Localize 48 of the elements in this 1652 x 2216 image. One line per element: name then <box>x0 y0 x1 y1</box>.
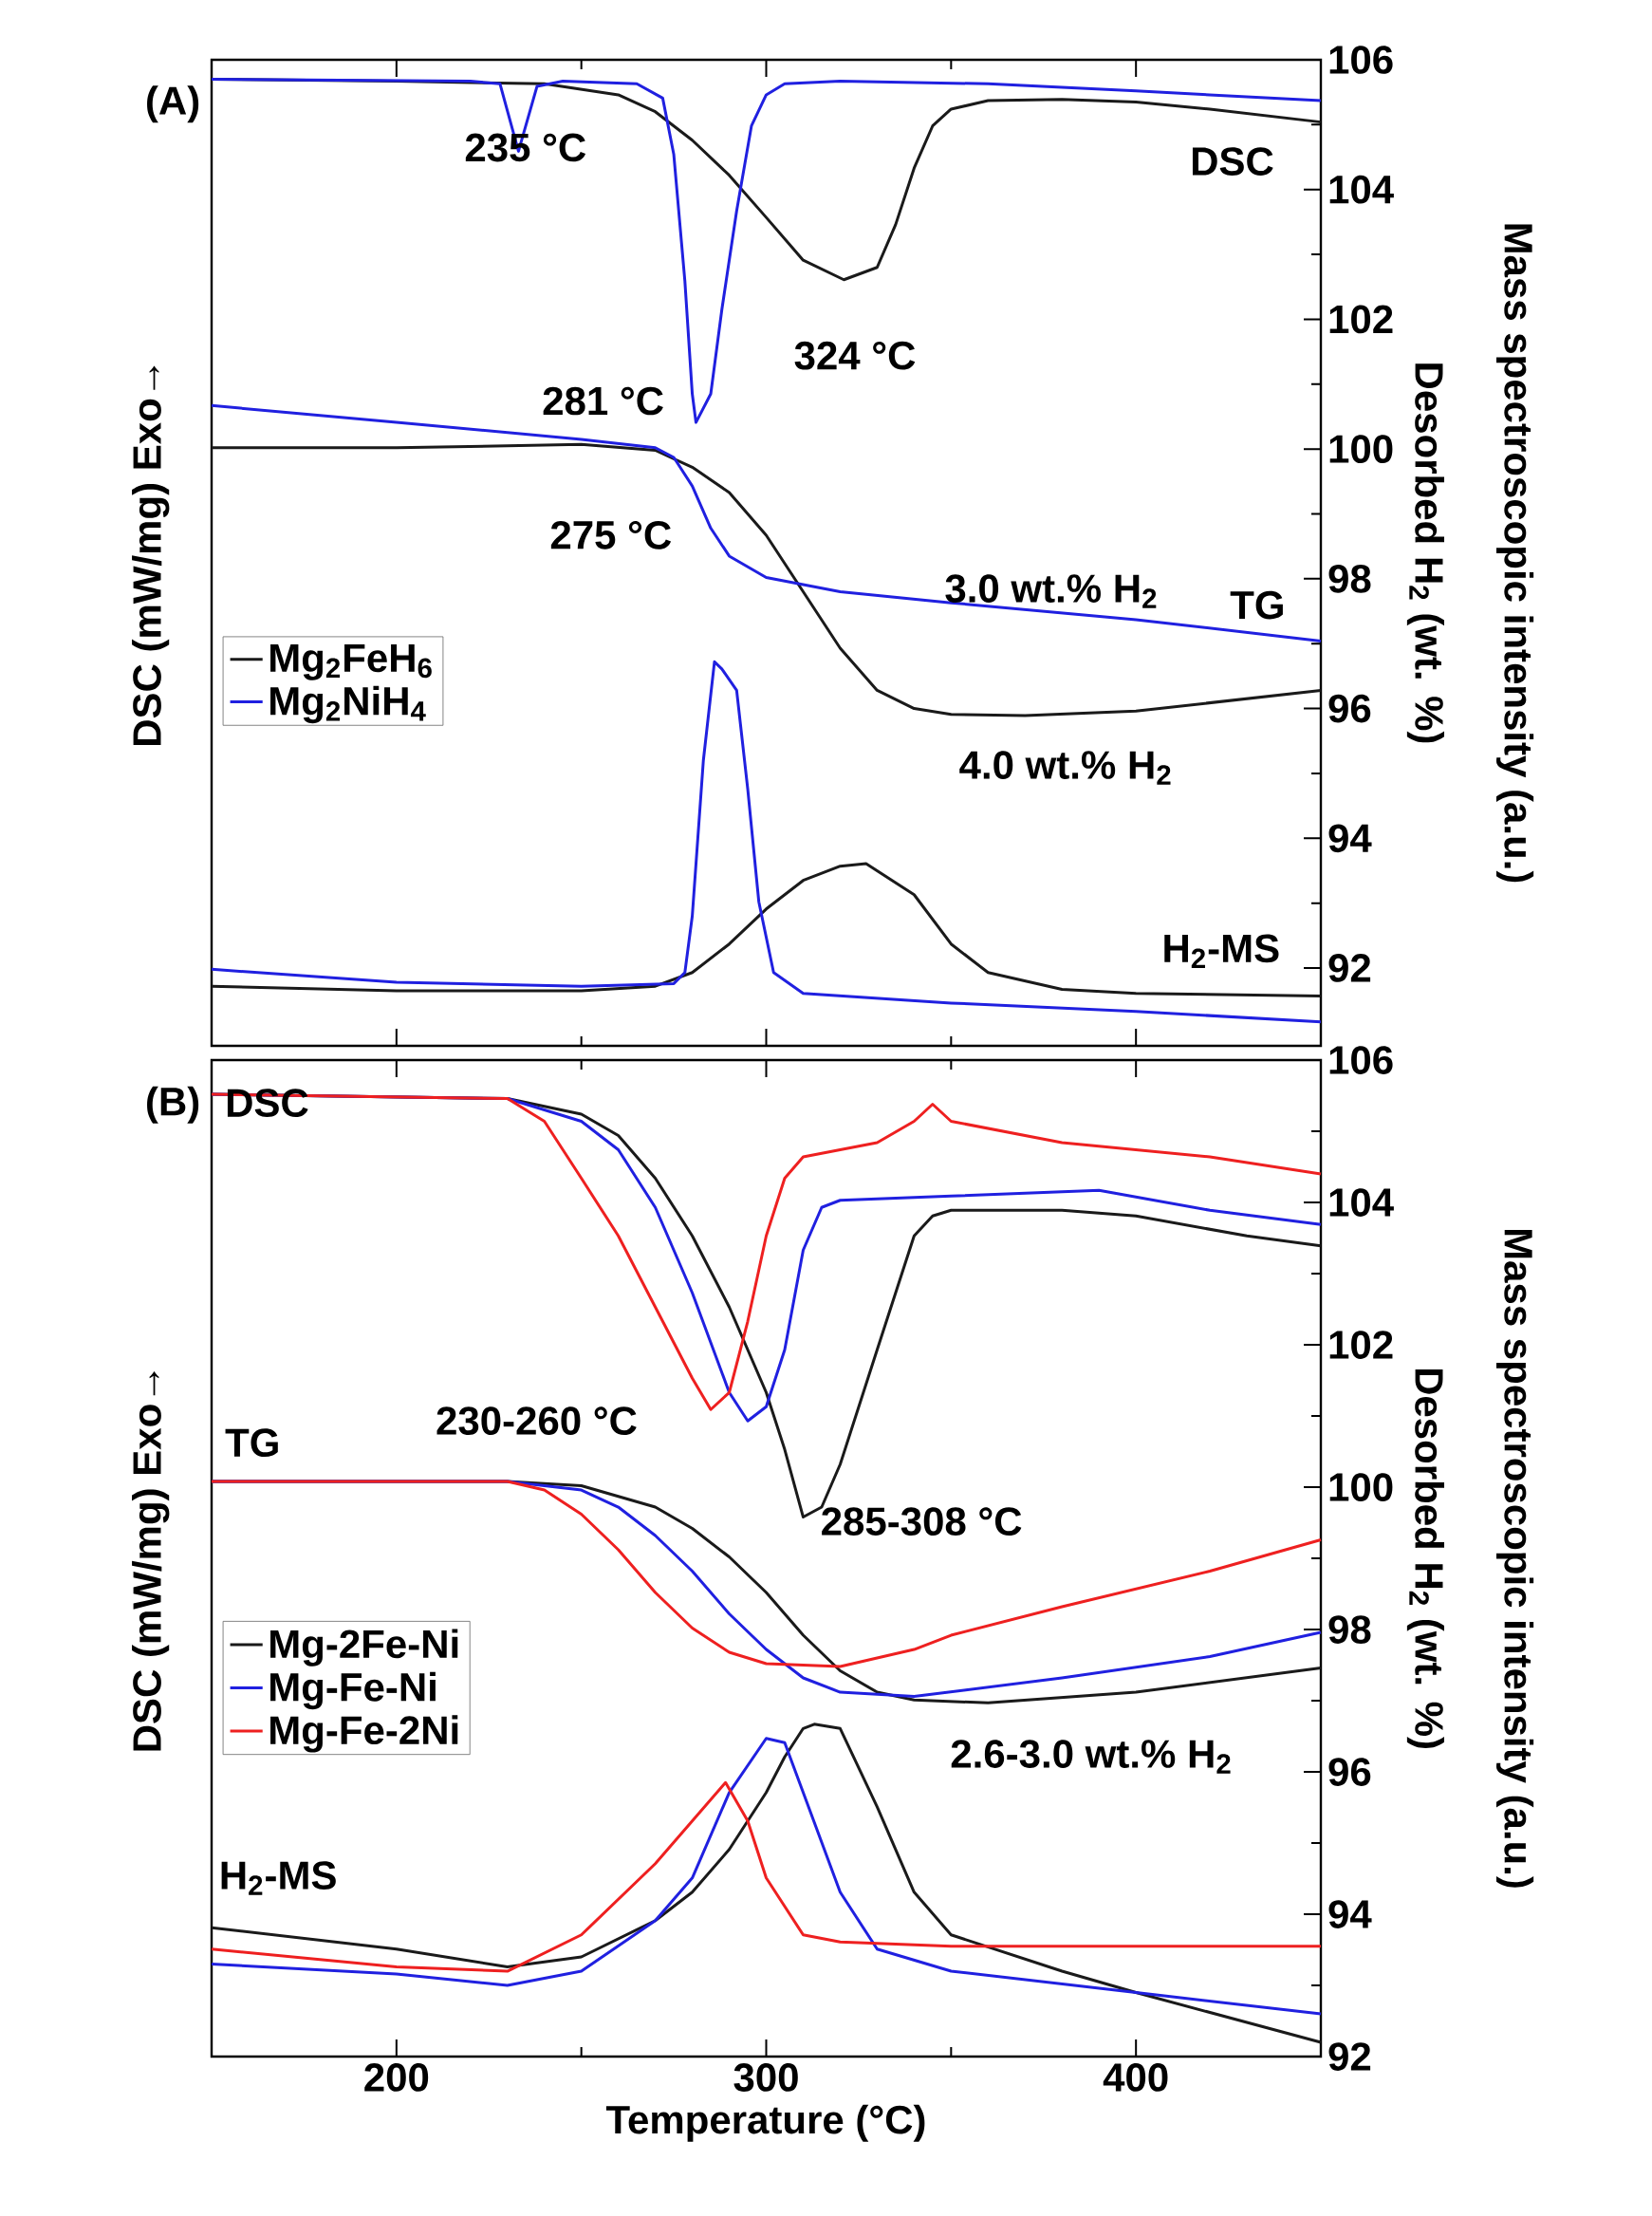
y-tick-label: 100 <box>1329 1473 1393 1501</box>
y-tick-label: 92 <box>1328 2042 1371 2071</box>
text: (B) <box>147 1086 199 1124</box>
x-tick-label: 200 <box>364 2063 429 2092</box>
annotation: TG <box>1230 590 1283 620</box>
y-tick-label: 96 <box>1328 694 1371 723</box>
y2-axis-title: Desorbed H$_{2}$ (wt. %) <box>1406 1369 1445 1748</box>
y-tick-label: 102 <box>1329 305 1393 334</box>
x-tick-label: 300 <box>733 2063 798 2092</box>
y-axis-title: DSC (mW/mg) Exo→ <box>132 1371 170 1751</box>
annotation: 275 °C <box>550 520 672 549</box>
y-tick-label: 106 <box>1329 1046 1393 1074</box>
y-tick-label: 94 <box>1328 1900 1372 1928</box>
y-tick-label: 106 <box>1329 46 1393 74</box>
annotation: H$_{2}$-MS <box>221 1861 336 1895</box>
y-tick-label: 96 <box>1328 1758 1371 1786</box>
y-tick-label: 102 <box>1329 1331 1393 1359</box>
y-tick-label: 104 <box>1329 1188 1394 1217</box>
legend-label: Mg$_{2}$FeH$_{6}$ <box>270 643 432 680</box>
y2-axis-title: Desorbed H$_{2}$ (wt. %) <box>1406 363 1445 743</box>
annotation: 235 °C <box>465 133 586 162</box>
x-axis-title: Temperature (°C) <box>605 2104 925 2142</box>
annotation: DSC <box>227 1089 308 1118</box>
y-tick-label: 104 <box>1329 175 1394 204</box>
text: Mass spectroscopic intensity (a.u.) <box>1496 1229 1534 1888</box>
annotation: 4.0 wt.% H$_{2}$ <box>959 751 1171 785</box>
text: Mass spectroscopic intensity (a.u.) <box>1496 224 1534 883</box>
y-tick-label: 94 <box>1328 824 1372 853</box>
legend-label: Mg-2Fe-Ni <box>270 1629 458 1667</box>
y-tick-label: 92 <box>1328 954 1371 982</box>
annotation: 2.6-3.0 wt.% H$_{2}$ <box>951 1740 1231 1774</box>
annotation: H$_{2}$-MS <box>1164 934 1279 969</box>
annotation: 230-260 °C <box>436 1406 637 1436</box>
y-tick-label: 98 <box>1328 564 1371 593</box>
y-axis-title: DSC (mW/mg) Exo→ <box>132 365 170 746</box>
legend-label: Mg-Fe-2Ni <box>270 1715 458 1753</box>
x-tick-label: 400 <box>1103 2063 1168 2092</box>
annotation: DSC <box>1192 147 1273 176</box>
annotation: 324 °C <box>794 341 916 370</box>
annotation: 285-308 °C <box>822 1507 1022 1536</box>
text: (A) <box>147 85 199 123</box>
y-tick-label: 100 <box>1329 435 1393 464</box>
annotation: 3.0 wt.% H$_{2}$ <box>945 574 1157 608</box>
legend-label: Mg-Fe-Ni <box>270 1671 436 1710</box>
legend-label: Mg$_{2}$NiH$_{4}$ <box>270 685 426 724</box>
annotation: 281 °C <box>543 386 663 416</box>
annotation: TG <box>225 1428 278 1458</box>
y-tick-label: 98 <box>1328 1615 1371 1644</box>
